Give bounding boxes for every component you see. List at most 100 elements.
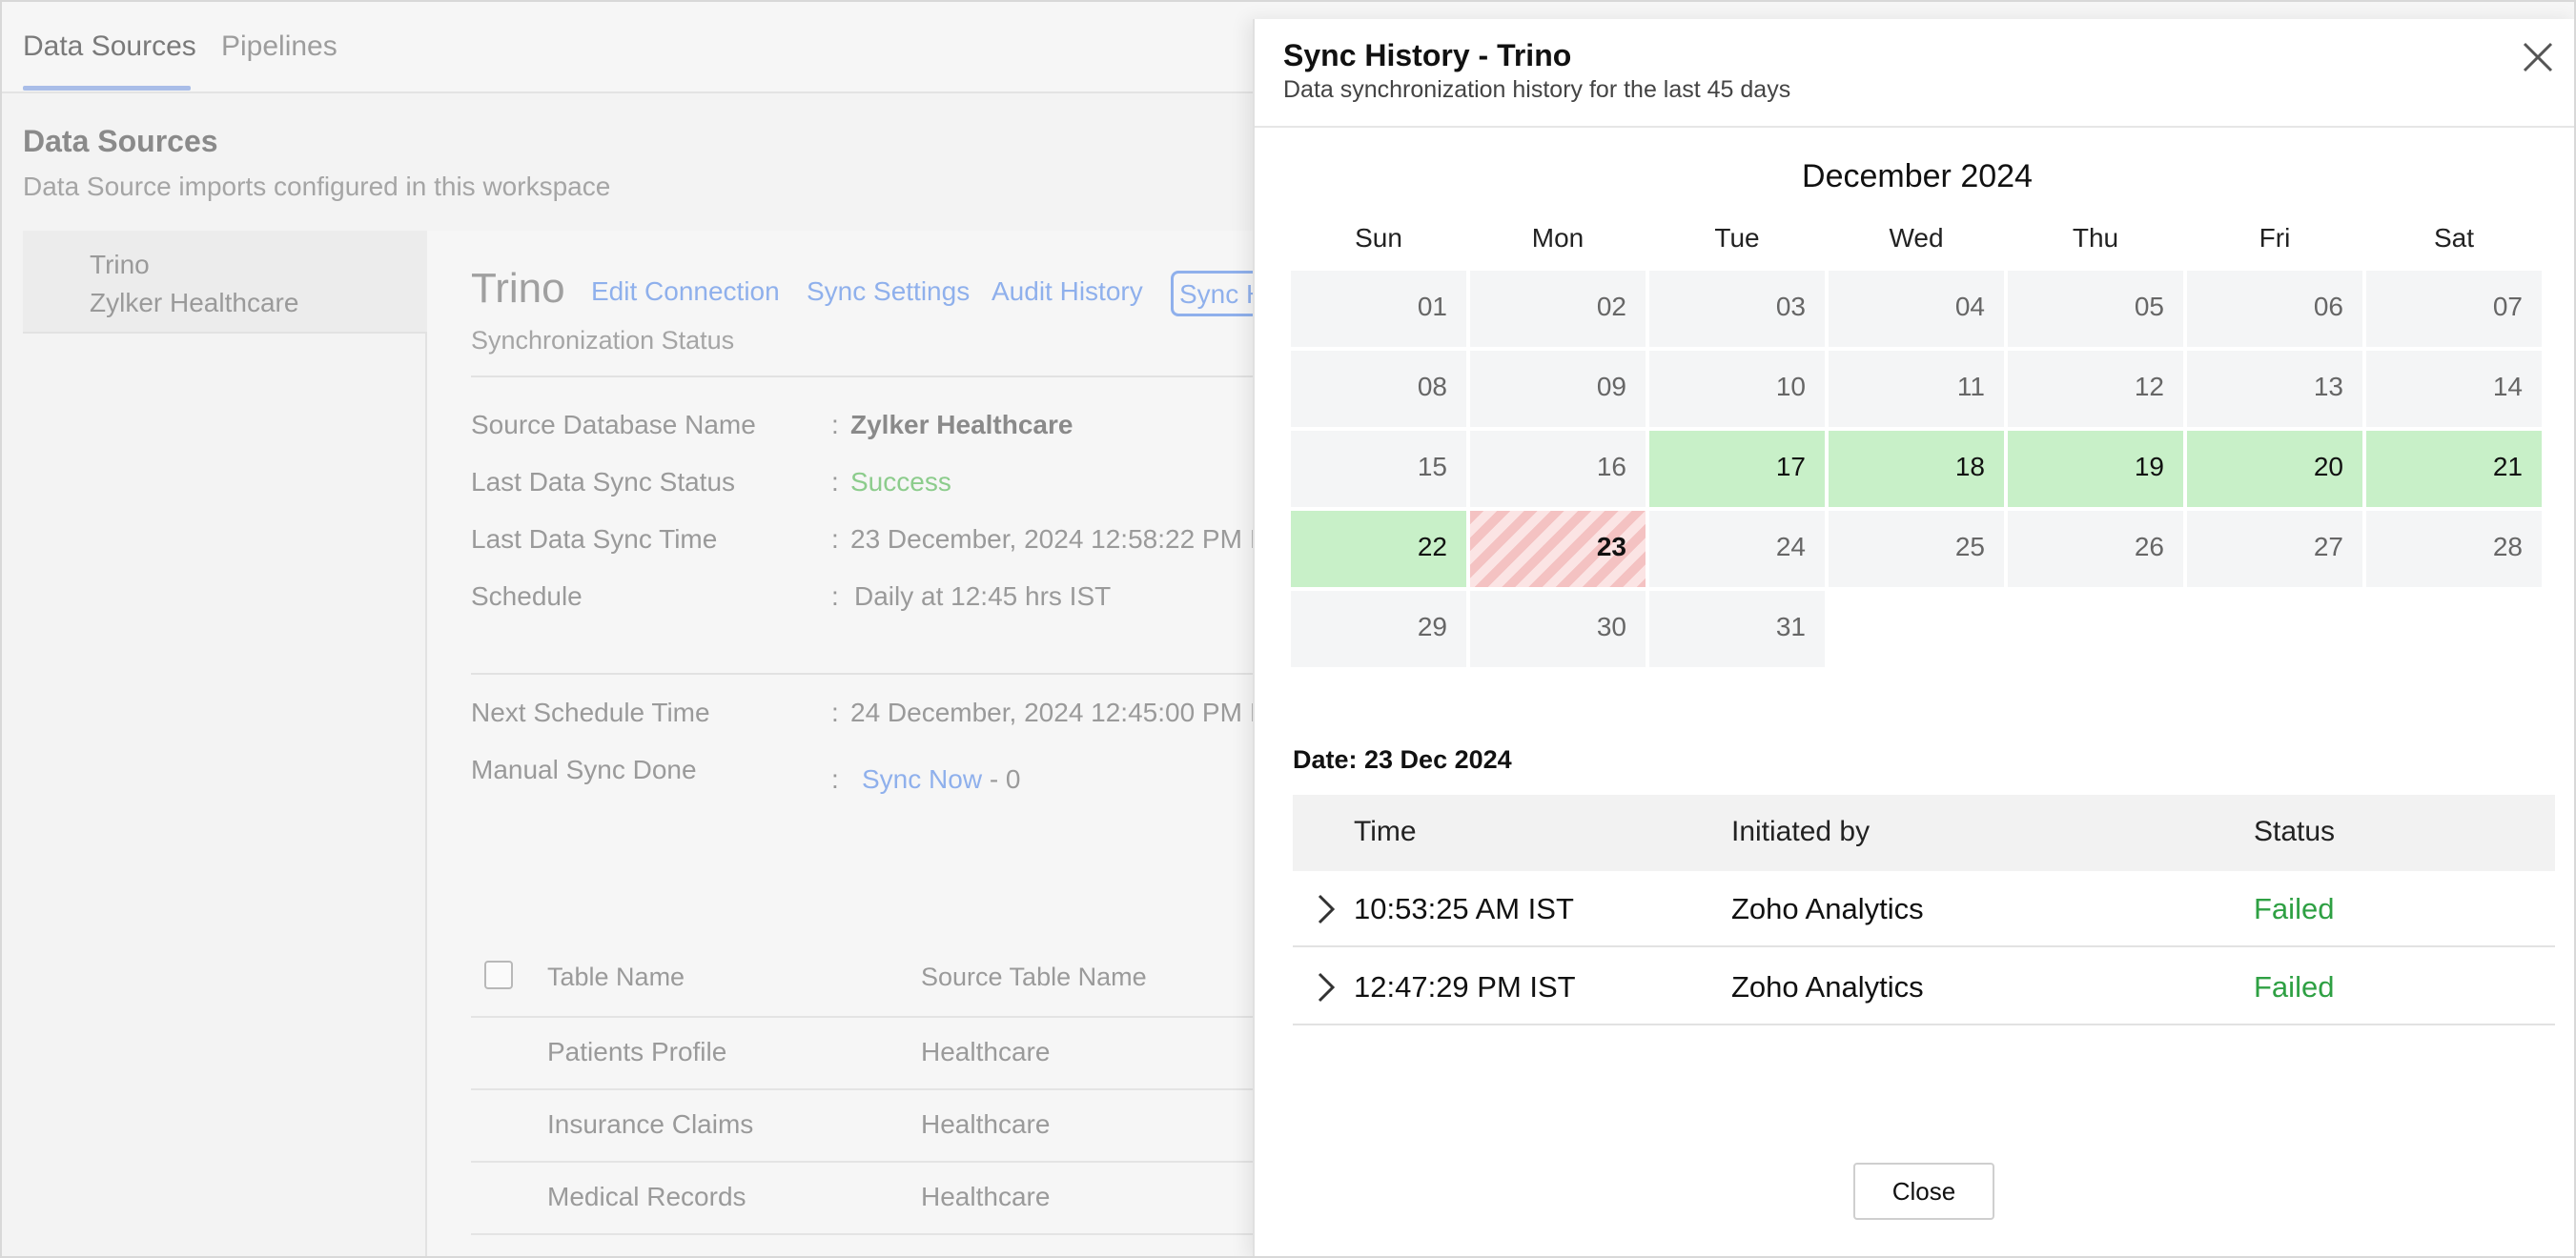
calendar-day-14[interactable]: 14: [2366, 351, 2542, 427]
calendar-day-04[interactable]: 04: [1829, 271, 2004, 347]
field-colon: :: [831, 698, 839, 727]
calendar-day-07[interactable]: 07: [2366, 271, 2542, 347]
source-table-cell: Healthcare: [921, 1109, 1051, 1139]
calendar-day-21[interactable]: 21: [2366, 431, 2542, 507]
field-colon: :: [831, 764, 839, 794]
weekday-label-thu: Thu: [2072, 223, 2119, 253]
column-header-source-table-name[interactable]: Source Table Name: [921, 963, 1147, 991]
column-header-status: Status: [2254, 816, 2336, 847]
data-source-item-trino[interactable]: Trino Zylker Healthcare: [23, 231, 427, 334]
weekday-label-sat: Sat: [2433, 223, 2475, 253]
calendar-day-22[interactable]: 22: [1291, 511, 1466, 587]
active-tab-indicator: [23, 86, 191, 91]
calendar-day-29[interactable]: 29: [1291, 591, 1466, 667]
calendar-day-05[interactable]: 05: [2008, 271, 2183, 347]
history-row[interactable]: 12:47:29 PM IST Zoho Analytics Failed: [1293, 949, 2555, 1025]
history-initiated-by: Zoho Analytics: [1731, 970, 1924, 1004]
calendar-day-15[interactable]: 15: [1291, 431, 1466, 507]
calendar-day-19[interactable]: 19: [2008, 431, 2183, 507]
calendar-day-23[interactable]: 23: [1470, 511, 1646, 587]
data-source-list: Trino Zylker Healthcare: [23, 231, 427, 1256]
divider: [471, 375, 1329, 377]
history-status: Failed: [2254, 892, 2335, 925]
last-sync-status-value: Success: [850, 467, 951, 497]
calendar-day-18[interactable]: 18: [1829, 431, 2004, 507]
weekday-label-tue: Tue: [1714, 223, 1760, 253]
field-colon: :: [831, 467, 839, 497]
manual-sync-count: - 0: [989, 764, 1021, 794]
calendar-month-title: December 2024: [1802, 158, 2033, 194]
calendar-day-17[interactable]: 17: [1649, 431, 1825, 507]
calendar-day-20[interactable]: 20: [2187, 431, 2362, 507]
calendar-day-27[interactable]: 27: [2187, 511, 2362, 587]
table-name-cell[interactable]: Patients Profile: [547, 1037, 727, 1066]
calendar-day-11[interactable]: 11: [1829, 351, 2004, 427]
close-button[interactable]: Close: [1853, 1163, 1994, 1220]
field-label: Schedule: [471, 581, 583, 611]
row-divider: [471, 1016, 1329, 1018]
column-header-table-name[interactable]: Table Name: [547, 963, 685, 991]
table-name-cell[interactable]: Medical Records: [547, 1182, 746, 1211]
calendar-day-08[interactable]: 08: [1291, 351, 1466, 427]
chevron-right-icon[interactable]: [1310, 892, 1339, 926]
row-divider: [471, 1233, 1329, 1235]
table-name-cell[interactable]: Insurance Claims: [547, 1109, 754, 1139]
close-icon[interactable]: [2519, 38, 2557, 76]
sync-now-link[interactable]: Sync Now: [862, 764, 983, 794]
calendar-day-31[interactable]: 31: [1649, 591, 1825, 667]
field-label: Last Data Sync Status: [471, 467, 736, 497]
calendar-day-09[interactable]: 09: [1470, 351, 1646, 427]
source-database-name-value: Zylker Healthcare: [850, 410, 1073, 439]
calendar-day-28[interactable]: 28: [2366, 511, 2542, 587]
detail-title: Trino: [471, 265, 565, 312]
audit-history-link[interactable]: Audit History: [992, 276, 1143, 306]
tab-data-sources[interactable]: Data Sources: [23, 30, 196, 62]
field-colon: :: [831, 410, 839, 439]
field-colon: :: [831, 581, 839, 611]
tab-pipelines[interactable]: Pipelines: [221, 30, 337, 62]
edit-connection-link[interactable]: Edit Connection: [591, 276, 780, 306]
panel-title: Sync History - Trino: [1283, 38, 1572, 72]
select-all-checkbox[interactable]: [484, 961, 513, 989]
divider: [471, 673, 1329, 675]
calendar-day-10[interactable]: 10: [1649, 351, 1825, 427]
page-subtitle: Data Source imports configured in this w…: [23, 172, 611, 201]
data-source-workspace: Zylker Healthcare: [90, 288, 299, 317]
history-time: 10:53:25 AM IST: [1354, 892, 1574, 925]
selected-date-label: Date: 23 Dec 2024: [1293, 745, 1512, 774]
sync-history-panel: Sync History - Trino Data synchronizatio…: [1253, 19, 2574, 1256]
calendar-day-06[interactable]: 06: [2187, 271, 2362, 347]
calendar-day-24[interactable]: 24: [1649, 511, 1825, 587]
calendar-day-01[interactable]: 01: [1291, 271, 1466, 347]
detail-subtitle: Synchronization Status: [471, 326, 735, 355]
chevron-right-glyph: [1318, 972, 1336, 1003]
sync-settings-link[interactable]: Sync Settings: [807, 276, 971, 306]
weekday-label-mon: Mon: [1531, 223, 1584, 253]
calendar-day-13[interactable]: 13: [2187, 351, 2362, 427]
calendar-day-25[interactable]: 25: [1829, 511, 2004, 587]
calendar-day-16[interactable]: 16: [1470, 431, 1646, 507]
history-status: Failed: [2254, 970, 2335, 1004]
close-icon-glyph: [2523, 42, 2553, 72]
history-time: 12:47:29 PM IST: [1354, 970, 1576, 1004]
calendar-day-30[interactable]: 30: [1470, 591, 1646, 667]
history-initiated-by: Zoho Analytics: [1731, 892, 1924, 925]
chevron-right-icon[interactable]: [1310, 970, 1339, 1004]
page-title: Data Sources: [23, 124, 218, 158]
manual-sync-value: Sync Now - 0: [862, 764, 1021, 795]
calendar-day-12[interactable]: 12: [2008, 351, 2183, 427]
sync-history-button[interactable]: Sync H: [1171, 271, 1285, 316]
calendar-day-26[interactable]: 26: [2008, 511, 2183, 587]
source-table-cell: Healthcare: [921, 1182, 1051, 1211]
last-sync-time-value: 23 December, 2024 12:58:22 PM IS: [850, 524, 1276, 554]
field-label: Source Database Name: [471, 410, 756, 439]
weekday-label-sun: Sun: [1355, 223, 1402, 253]
calendar-day-02[interactable]: 02: [1470, 271, 1646, 347]
calendar-day-03[interactable]: 03: [1649, 271, 1825, 347]
history-row[interactable]: 10:53:25 AM IST Zoho Analytics Failed: [1293, 871, 2555, 947]
field-label: Manual Sync Done: [471, 755, 697, 784]
schedule-value: Daily at 12:45 hrs IST: [854, 581, 1112, 611]
column-header-initiated-by: Initiated by: [1731, 816, 1871, 847]
column-header-time: Time: [1354, 816, 1417, 847]
